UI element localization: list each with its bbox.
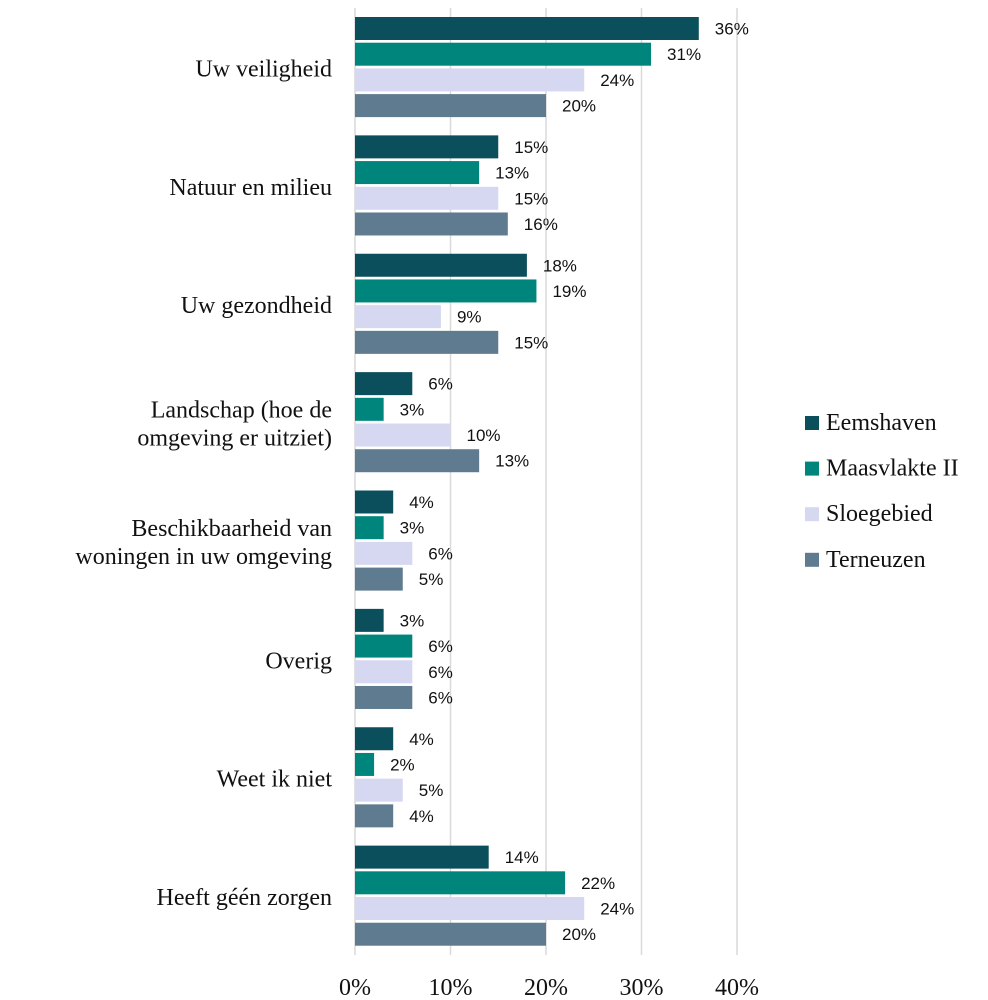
bar: [355, 608, 384, 632]
bar: [355, 423, 451, 447]
bar: [355, 804, 394, 828]
value-label: 14%: [505, 848, 539, 867]
value-label: 13%: [495, 452, 529, 471]
legend-swatch: [805, 416, 819, 430]
value-label: 3%: [400, 400, 425, 419]
bar: [355, 42, 652, 66]
value-label: 18%: [543, 256, 577, 275]
value-label: 6%: [428, 375, 453, 394]
value-label: 5%: [419, 781, 444, 800]
bar: [355, 897, 585, 921]
value-label: 20%: [562, 925, 596, 944]
category-label: Natuur en milieu: [169, 175, 332, 201]
bar: [355, 186, 499, 210]
legend-label: Sloegebied: [826, 501, 933, 527]
legend-swatch: [805, 461, 819, 476]
bar: [355, 727, 394, 751]
value-label: 24%: [600, 71, 634, 90]
category-label: Overig: [265, 648, 332, 674]
bar: [355, 490, 394, 514]
value-label: 10%: [467, 426, 501, 445]
category-label: Beschikbaarheid van: [131, 516, 332, 542]
value-label: 19%: [552, 282, 586, 301]
bar: [355, 922, 546, 946]
bar: [355, 253, 527, 277]
value-label: 15%: [514, 189, 548, 208]
value-label: 16%: [524, 215, 558, 234]
value-label: 13%: [495, 164, 529, 183]
bar: [355, 871, 566, 895]
bar: [355, 161, 480, 185]
category-label: Landschap (hoe de: [151, 398, 332, 424]
x-tick-label: 40%: [715, 975, 759, 1000]
bar: [355, 94, 546, 118]
legend-swatch: [805, 552, 819, 567]
bar: [355, 752, 375, 776]
bar: [355, 330, 499, 354]
value-label: 6%: [428, 637, 453, 656]
value-label: 6%: [428, 688, 453, 707]
category-label: Heeft géén zorgen: [157, 885, 332, 911]
category-label: Weet ik niet: [217, 767, 333, 793]
bar: [355, 397, 384, 421]
bar: [355, 516, 384, 540]
bar: [355, 634, 413, 658]
bar: [355, 305, 441, 329]
category-label: omgeving er uitziet): [137, 426, 332, 452]
legend-label: Eemshaven: [826, 410, 937, 436]
value-label: 2%: [390, 755, 415, 774]
bar: [355, 279, 537, 303]
value-label: 36%: [715, 20, 749, 39]
x-tick-label: 20%: [524, 975, 568, 1000]
bar: [355, 135, 499, 159]
legend-label: Terneuzen: [826, 547, 926, 573]
bar: [355, 68, 585, 92]
category-label: Uw veiligheid: [195, 56, 332, 82]
category-label: woningen in uw omgeving: [75, 544, 332, 570]
legend-swatch: [805, 507, 819, 522]
bar: [355, 778, 403, 802]
value-label: 5%: [419, 570, 444, 589]
bar: [355, 660, 413, 684]
value-label: 31%: [667, 45, 701, 64]
bar: [355, 541, 413, 565]
x-tick-label: 10%: [429, 975, 473, 1000]
value-label: 4%: [409, 807, 434, 826]
value-label: 22%: [581, 874, 615, 893]
value-label: 3%: [400, 611, 425, 630]
legend-label: Maasvlakte II: [826, 456, 959, 482]
bar: [355, 449, 480, 473]
value-label: 4%: [409, 493, 434, 512]
value-label: 24%: [600, 900, 634, 919]
value-label: 6%: [428, 663, 453, 682]
x-tick-label: 30%: [620, 975, 664, 1000]
value-label: 9%: [457, 308, 482, 327]
value-label: 15%: [514, 138, 548, 157]
value-label: 20%: [562, 97, 596, 116]
bar: [355, 845, 489, 869]
value-label: 15%: [514, 333, 548, 352]
value-label: 4%: [409, 730, 434, 749]
bar: [355, 212, 508, 236]
bar: [355, 372, 413, 396]
value-label: 3%: [400, 519, 425, 538]
x-tick-label: 0%: [339, 975, 371, 1000]
category-label: Uw gezondheid: [181, 293, 332, 319]
bar: [355, 567, 403, 591]
value-label: 6%: [428, 544, 453, 563]
bar: [355, 17, 699, 40]
bar: [355, 685, 413, 709]
